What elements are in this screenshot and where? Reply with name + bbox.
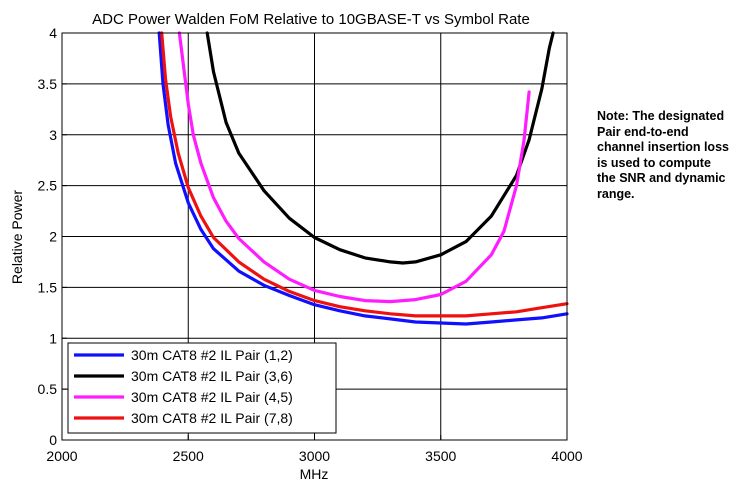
legend-label: 30m CAT8 #2 IL Pair (1,2) — [131, 347, 293, 363]
x-tick-label: 4000 — [551, 448, 582, 464]
axis-ticks: 2000 2500 3000 3500 4000 0 0.5 1 1.5 2 2.5 3 3.5 4 — [38, 25, 583, 464]
y-axis-label: Relative Power — [9, 190, 25, 284]
y-tick-label: 2.5 — [38, 178, 58, 194]
legend-label: 30m CAT8 #2 IL Pair (3,6) — [131, 368, 293, 384]
series-line — [177, 31, 531, 304]
x-tick-label: 2000 — [46, 448, 77, 464]
y-tick-label: 4 — [49, 25, 57, 41]
series-layer — [157, 31, 569, 326]
x-tick-label: 3500 — [425, 448, 456, 464]
x-axis-label: MHz — [300, 466, 329, 482]
y-tick-label: 3 — [49, 127, 57, 143]
legend-label: 30m CAT8 #2 IL Pair (4,5) — [131, 389, 293, 405]
y-tick-label: 0.5 — [38, 381, 58, 397]
y-tick-label: 0 — [49, 432, 57, 448]
series-line — [205, 31, 555, 265]
series-line — [157, 31, 569, 326]
chart-title: ADC Power Walden FoM Relative to 10GBASE… — [92, 11, 530, 28]
x-tick-label: 2500 — [173, 448, 204, 464]
y-tick-label: 1.5 — [38, 279, 58, 295]
y-tick-label: 1 — [49, 330, 57, 346]
side-note: Note: The designated Pair end-to-end cha… — [597, 109, 729, 201]
y-tick-label: 2 — [49, 229, 57, 245]
legend-label: 30m CAT8 #2 IL Pair (7,8) — [131, 410, 293, 426]
x-tick-label: 3000 — [299, 448, 330, 464]
legend: 30m CAT8 #2 IL Pair (1,2) 30m CAT8 #2 IL … — [67, 342, 337, 434]
series-line — [160, 31, 569, 318]
y-tick-label: 3.5 — [38, 76, 58, 92]
